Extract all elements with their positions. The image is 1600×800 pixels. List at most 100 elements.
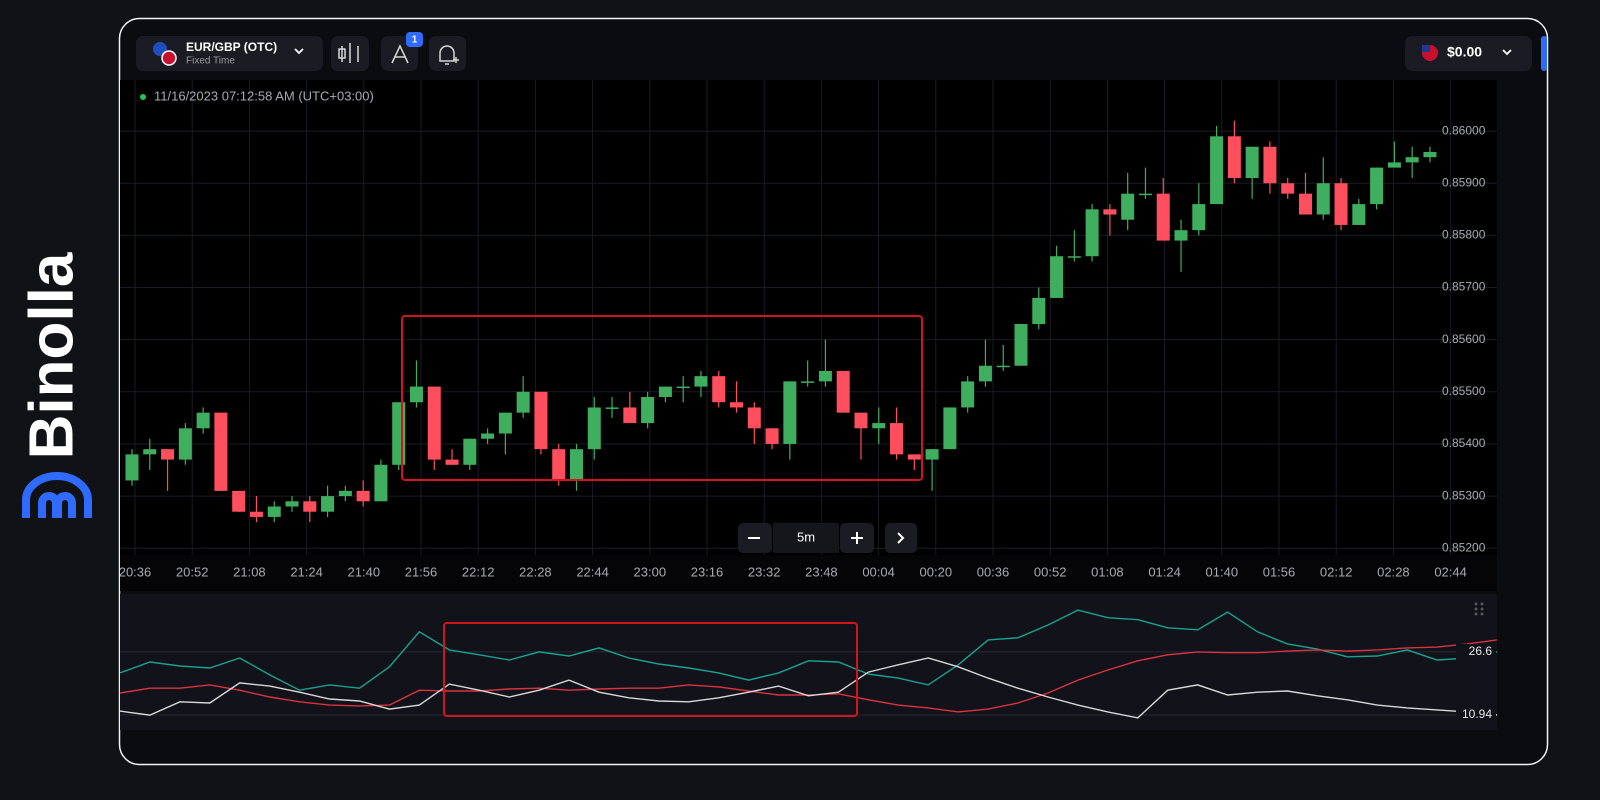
candle-body: [1387, 162, 1401, 168]
badge: [406, 32, 423, 47]
alarm-icon: [439, 45, 459, 65]
asset-selector[interactable]: EUR/GBP (OTC) Fixed Time: [136, 36, 323, 71]
candle-body: [641, 397, 655, 424]
candle-body: [1370, 167, 1384, 205]
x-tick-label: 20:52: [176, 564, 209, 579]
candle-body: [463, 438, 477, 465]
candle-body: [1067, 256, 1081, 258]
candle-body: [1316, 183, 1330, 215]
candle-body: [356, 490, 370, 502]
candle-body: [161, 449, 175, 460]
panel-handle[interactable]: [1474, 602, 1484, 616]
arrow-icon: [897, 532, 905, 544]
candle-body: [125, 454, 139, 481]
y-tick-label: 0.85200: [1442, 540, 1486, 554]
candle-body: [747, 407, 761, 429]
candle-body: [676, 386, 690, 389]
y-tick-label: 0.85400: [1442, 436, 1486, 450]
y-tick-label-bg: [1456, 706, 1496, 723]
timeframe: 5m: [797, 529, 815, 544]
y-tick-label: 0.86000: [1442, 123, 1486, 137]
candle-body: [783, 381, 797, 444]
candle-body: [552, 449, 566, 481]
asset-name: EUR/GBP (OTC): [186, 40, 277, 54]
candle-body: [872, 423, 886, 429]
alert-button[interactable]: [429, 36, 466, 71]
y-tick-label: 0.85500: [1442, 384, 1486, 398]
timestamp: 11/16/2023 07:12:58 AM (UTC+03:00): [154, 88, 374, 103]
candle-body: [249, 511, 263, 517]
asset-mode: Fixed Time: [186, 56, 235, 67]
candle-body: [836, 370, 850, 413]
plus-icon: [851, 532, 863, 544]
candle-body: [1352, 204, 1366, 225]
flag-gb: [161, 50, 177, 66]
x-tick-label: 02:28: [1377, 564, 1410, 579]
candle-body: [730, 402, 744, 408]
candle-body: [943, 407, 957, 450]
candle-body: [1192, 204, 1206, 231]
candle-body: [925, 449, 939, 460]
indicator-panel: [120, 594, 1497, 730]
candle-body: [498, 412, 512, 434]
asset-button[interactable]: [136, 36, 323, 71]
balance-button[interactable]: [1405, 36, 1532, 71]
candle-body: [1334, 183, 1348, 225]
candle-body: [1281, 183, 1295, 194]
x-tick-label: 23:16: [691, 564, 724, 579]
timeframe-box[interactable]: [773, 523, 839, 553]
candle-body: [1423, 151, 1437, 158]
candle-body: [427, 386, 441, 460]
flag-us: [1422, 45, 1430, 52]
candle-body: [1050, 256, 1064, 298]
candle-body: [1085, 209, 1099, 257]
candle-body: [854, 412, 868, 429]
scroll-right-button[interactable]: [885, 523, 917, 553]
y-tick-label: 10.94: [1462, 707, 1492, 721]
candle-body: [232, 490, 246, 512]
candle-body: [267, 506, 281, 517]
candle-body: [658, 386, 672, 398]
x-tick-label: 21:40: [348, 564, 381, 579]
candle-body: [818, 370, 832, 382]
x-tick-label: 23:00: [634, 564, 667, 579]
x-tick-label: 21:08: [233, 564, 266, 579]
candle-body: [214, 412, 228, 491]
candle-body: [303, 501, 317, 512]
x-tick-label: 01:24: [1148, 564, 1181, 579]
y-tick-label-bg: [1456, 643, 1496, 660]
candle-body: [712, 376, 726, 403]
candle-body: [961, 381, 975, 408]
candle-body: [623, 407, 637, 424]
balance-selector[interactable]: $0.00: [1405, 36, 1532, 71]
candle-body: [374, 464, 388, 502]
chevron: [1502, 49, 1512, 56]
candle-body: [907, 454, 921, 460]
candle-body: [1227, 136, 1241, 179]
candle-body: [1138, 193, 1152, 196]
deposit-button[interactable]: [1541, 36, 1547, 71]
x-tick-label: 23:48: [805, 564, 838, 579]
candle-body: [285, 501, 299, 507]
x-tick-label: 20:36: [119, 564, 152, 579]
candle-body: [392, 402, 406, 465]
badge-count: 1: [412, 35, 418, 46]
candle-body: [1298, 193, 1312, 215]
y-tick-label: 0.85900: [1442, 175, 1486, 189]
balance: $0.00: [1447, 44, 1482, 60]
y-tick-label: 0.85700: [1442, 280, 1486, 294]
candle-body: [765, 428, 779, 444]
candle-body: [516, 391, 530, 413]
candle-body: [1014, 324, 1028, 366]
candle-body: [143, 449, 157, 455]
x-tick-label: 01:40: [1206, 564, 1239, 579]
candle-body: [1263, 146, 1277, 184]
candle-body: [409, 386, 423, 403]
candle-body: [996, 365, 1010, 368]
live-dot: [140, 94, 146, 100]
time-axis: [120, 555, 1497, 591]
highlight-box: [443, 622, 858, 717]
x-tick-label: 00:52: [1034, 564, 1067, 579]
